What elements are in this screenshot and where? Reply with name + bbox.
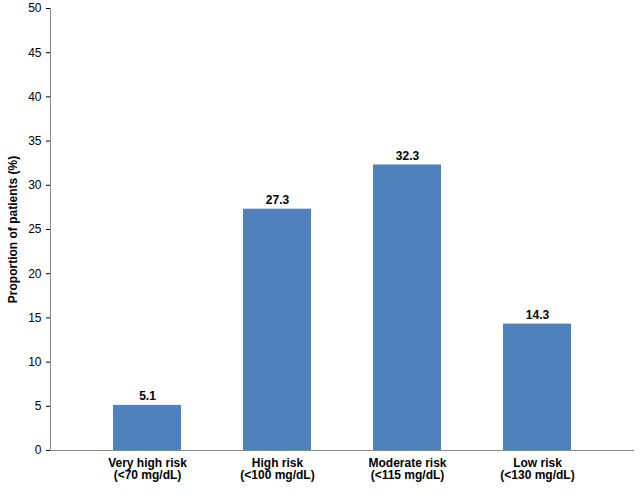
svg-text:27.3: 27.3 — [266, 193, 290, 207]
svg-text:Proportion of patients (%): Proportion of patients (%) — [6, 156, 20, 303]
svg-text:20: 20 — [28, 267, 42, 281]
svg-text:40: 40 — [28, 90, 42, 104]
svg-text:Moderate risk(<115 mg/dL): Moderate risk(<115 mg/dL) — [368, 456, 446, 482]
svg-text:32.3: 32.3 — [396, 149, 420, 163]
svg-text:5: 5 — [35, 399, 42, 413]
svg-text:14.3: 14.3 — [526, 308, 550, 322]
svg-text:10: 10 — [28, 355, 42, 369]
svg-text:Very high risk(<70 mg/dL): Very high risk(<70 mg/dL) — [108, 456, 187, 482]
svg-text:45: 45 — [28, 46, 42, 60]
svg-text:5.1: 5.1 — [139, 389, 156, 403]
svg-text:50: 50 — [28, 1, 42, 15]
svg-text:30: 30 — [28, 178, 42, 192]
svg-text:15: 15 — [28, 311, 42, 325]
svg-text:25: 25 — [28, 222, 42, 236]
svg-text:High risk(<100 mg/dL): High risk(<100 mg/dL) — [240, 456, 314, 482]
svg-text:0: 0 — [35, 443, 42, 457]
svg-text:Low risk(<130 mg/dL): Low risk(<130 mg/dL) — [500, 456, 574, 482]
svg-text:35: 35 — [28, 134, 42, 148]
